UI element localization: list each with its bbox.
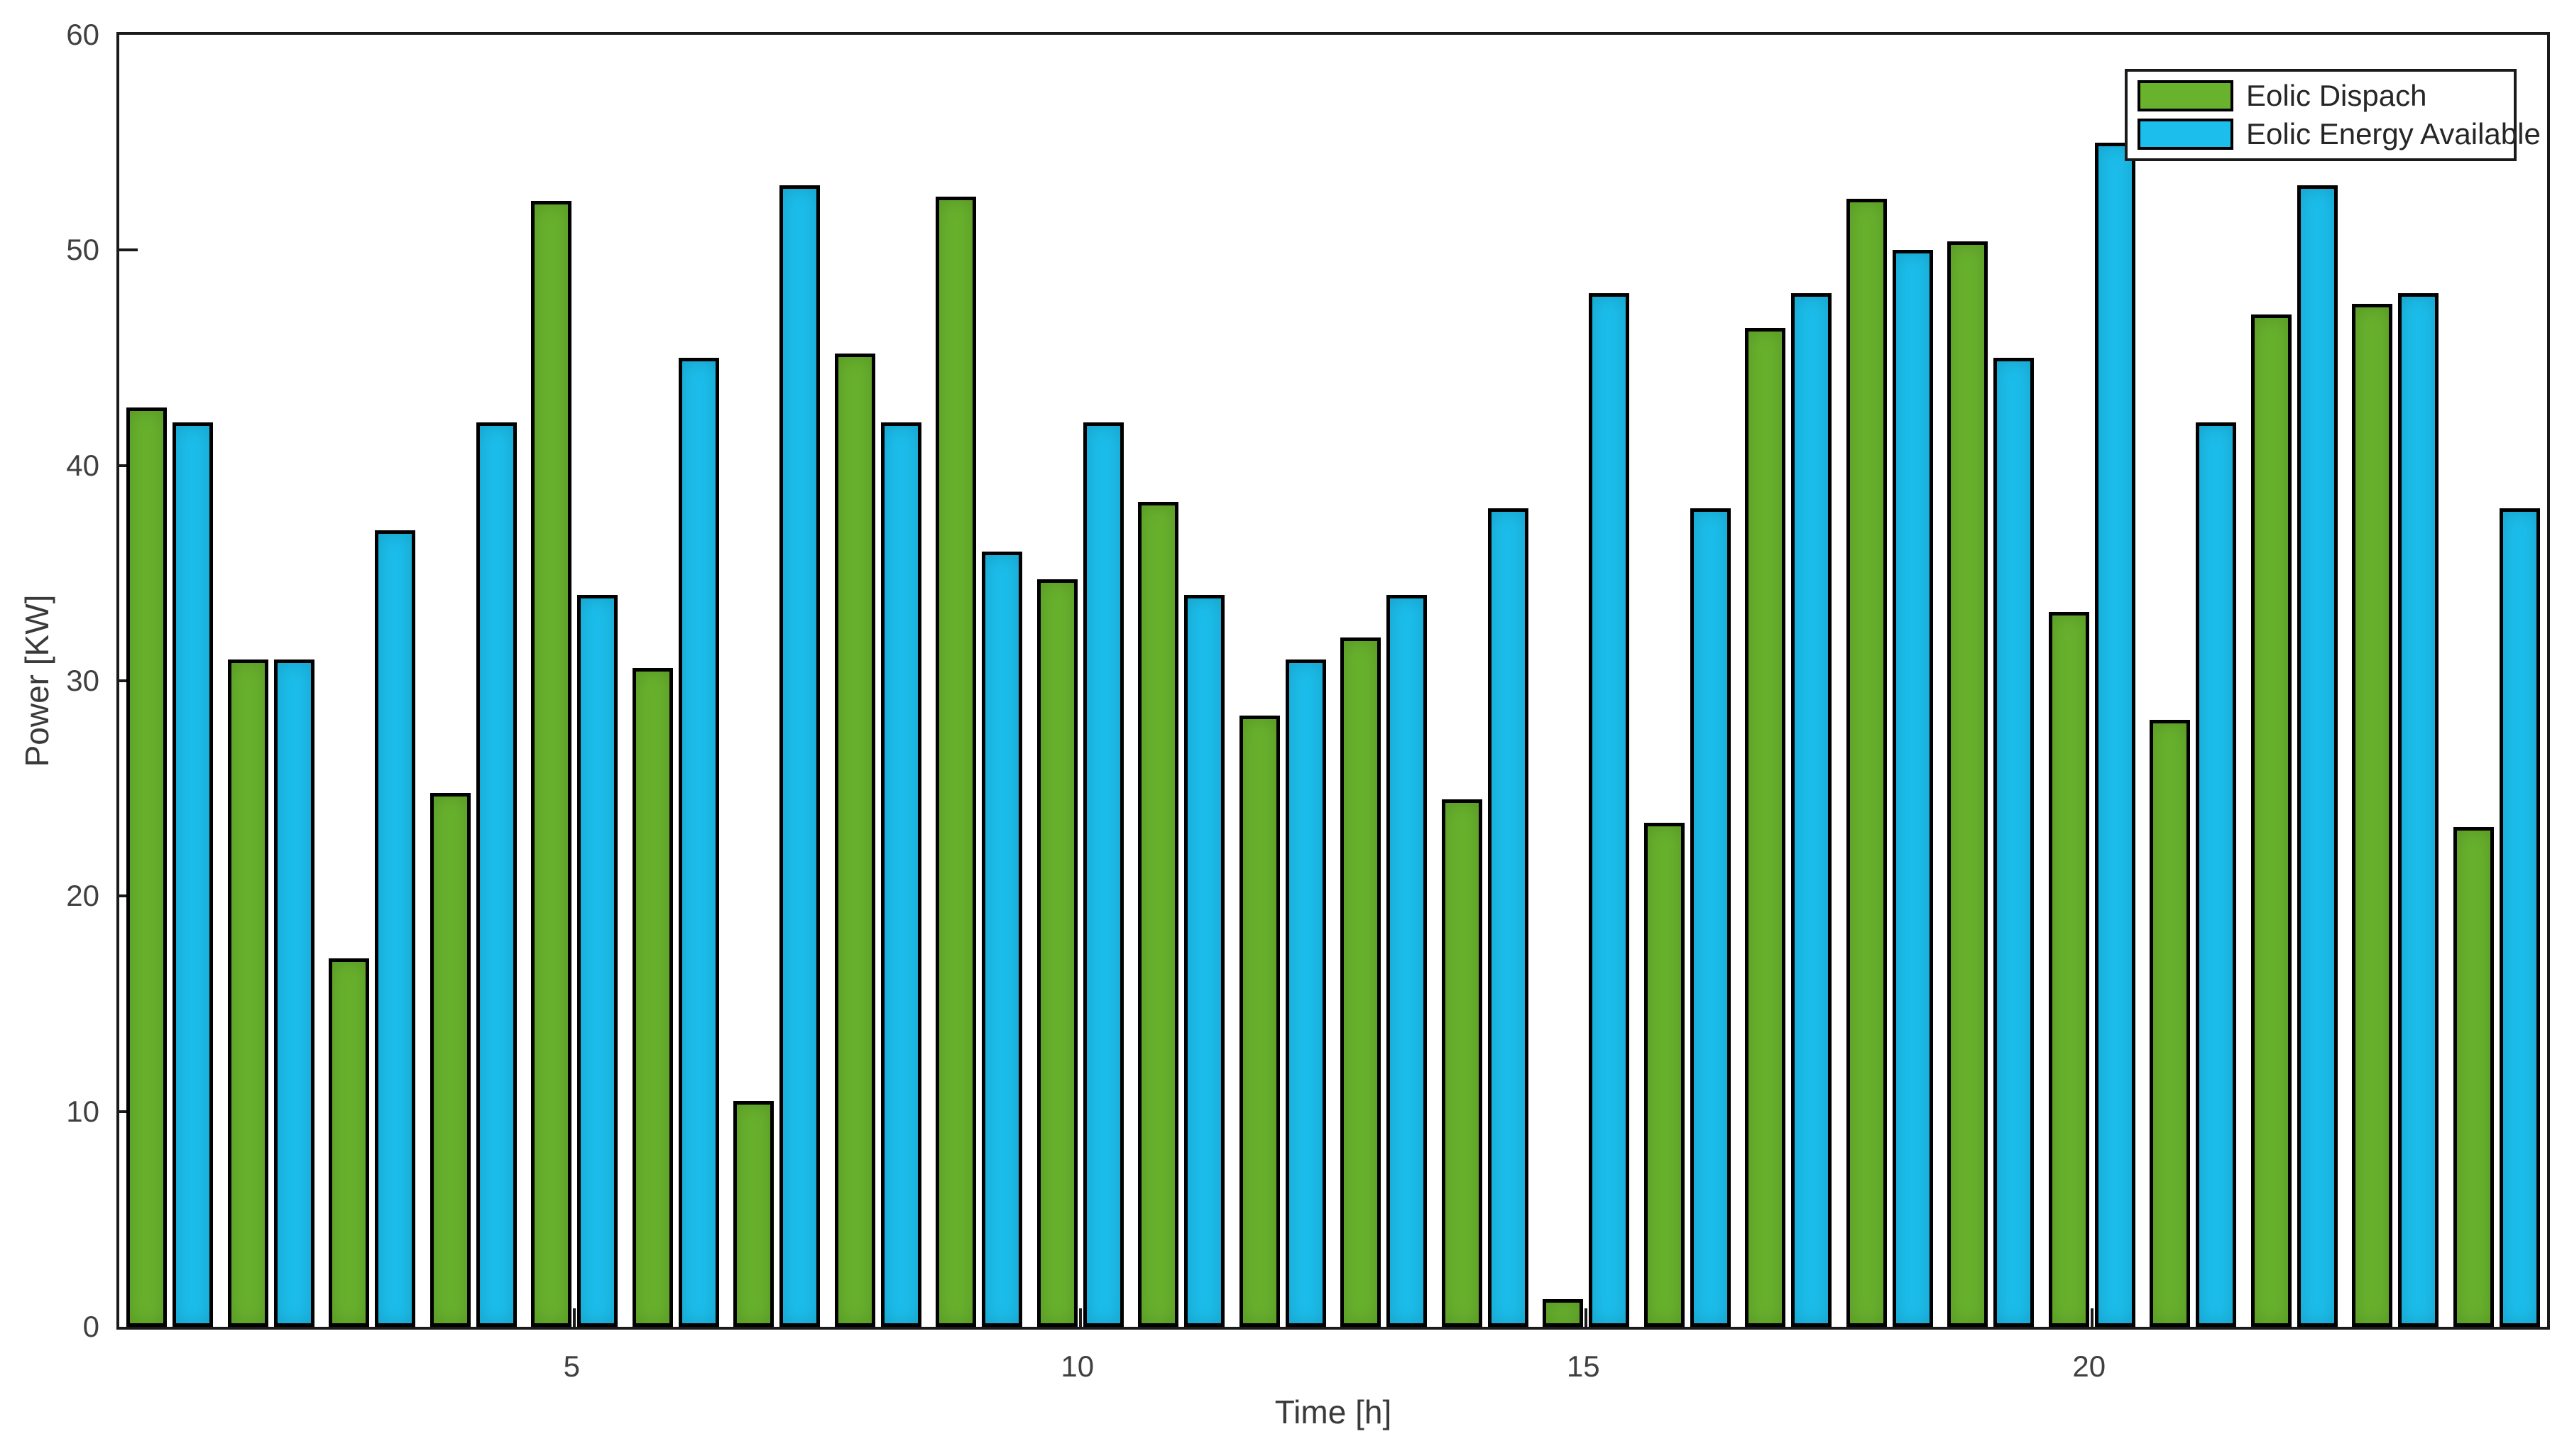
bar-dispatch-h14 (1441, 799, 1482, 1327)
bar-available-h10 (1083, 422, 1124, 1327)
y-tick-label: 30 (66, 664, 99, 697)
bar-available-h12 (1285, 659, 1326, 1327)
legend-item-eolic-energy-available: Eolic Energy Available (2138, 117, 2541, 151)
bar-dispatch-h18 (1846, 198, 1887, 1327)
bar-dispatch-h17 (1745, 327, 1786, 1327)
bar-dispatch-h13 (1340, 637, 1381, 1327)
y-axis-tick-labels: 0 10 20 30 40 50 60 (0, 18, 104, 1343)
x-tick-mark (573, 1308, 576, 1327)
bar-available-h16 (1690, 508, 1731, 1327)
bar-dispatch-h2 (227, 659, 268, 1327)
bar-available-h7 (779, 185, 821, 1327)
bar-available-h15 (1589, 293, 1630, 1327)
bar-available-h6 (678, 358, 719, 1327)
x-tick-mark (2090, 1308, 2093, 1327)
bar-dispatch-h10 (1036, 579, 1078, 1327)
bar-available-h17 (1791, 293, 1832, 1327)
bar-dispatch-h8 (834, 353, 875, 1327)
bar-dispatch-h4 (429, 792, 471, 1327)
bar-available-h8 (880, 422, 921, 1327)
bar-available-h20 (2094, 142, 2135, 1327)
legend: Eolic Dispach Eolic Energy Available (2125, 69, 2541, 161)
legend-swatch-eolic-dispach (2138, 80, 2233, 111)
bar-dispatch-h24 (2453, 827, 2494, 1327)
x-axis-tick-labels: 5 10 15 20 (116, 1330, 2550, 1394)
bar-available-h21 (2196, 422, 2237, 1327)
legend-item-eolic-dispach: Eolic Dispach (2138, 79, 2504, 113)
x-tick-label: 20 (2072, 1350, 2106, 1383)
bar-dispatch-h22 (2250, 314, 2292, 1327)
bar-dispatch-h3 (329, 958, 370, 1327)
y-tick-label: 40 (66, 448, 99, 482)
bar-available-h4 (476, 422, 517, 1327)
bar-dispatch-h20 (2048, 611, 2089, 1327)
bar-dispatch-h1 (126, 407, 168, 1327)
bar-available-h2 (273, 659, 314, 1327)
bar-dispatch-h6 (632, 667, 673, 1327)
bar-available-h1 (173, 422, 214, 1327)
bar-available-h19 (1993, 358, 2035, 1327)
x-tick-label: 15 (1566, 1350, 1600, 1383)
legend-label-eolic-dispach: Eolic Dispach (2246, 79, 2427, 112)
bar-dispatch-h11 (1138, 502, 1179, 1327)
bar-dispatch-h9 (936, 196, 977, 1327)
bar-dispatch-h7 (733, 1100, 775, 1327)
bar-dispatch-h15 (1543, 1298, 1584, 1327)
bar-available-h13 (1386, 594, 1428, 1327)
bar-dispatch-h19 (1947, 241, 1988, 1327)
bar-available-h18 (1892, 250, 1933, 1327)
x-tick-label: 5 (563, 1350, 580, 1383)
bar-available-h23 (2398, 293, 2439, 1327)
plot-area: Eolic Dispach Eolic Energy Available (116, 32, 2550, 1330)
y-tick-label: 0 (82, 1310, 99, 1343)
bar-available-h14 (1487, 508, 1528, 1327)
x-tick-mark (1584, 1308, 1588, 1327)
legend-label-eolic-energy-available: Eolic Energy Available (2246, 117, 2541, 150)
bar-available-h3 (375, 530, 416, 1327)
bar-available-h5 (577, 594, 618, 1327)
legend-swatch-eolic-energy-available (2138, 119, 2233, 150)
x-tick-mark (1078, 1308, 1082, 1327)
y-tick-label: 60 (66, 18, 99, 51)
bar-dispatch-h21 (2150, 719, 2191, 1327)
bar-available-h11 (1184, 594, 1225, 1327)
bar-available-h9 (982, 552, 1023, 1327)
bar-dispatch-h5 (531, 200, 572, 1327)
y-tick-label: 10 (66, 1094, 99, 1128)
y-tick-label: 20 (66, 879, 99, 913)
y-tick-mark (119, 248, 138, 252)
bar-available-h22 (2297, 185, 2338, 1327)
bar-available-h24 (2499, 508, 2540, 1327)
x-axis-title: Time [h] (1274, 1394, 1392, 1430)
bar-dispatch-h12 (1239, 715, 1280, 1327)
y-tick-label: 50 (66, 233, 99, 267)
bar-dispatch-h23 (2352, 304, 2393, 1327)
x-tick-label: 10 (1061, 1350, 1095, 1383)
bar-dispatch-h16 (1643, 823, 1685, 1327)
